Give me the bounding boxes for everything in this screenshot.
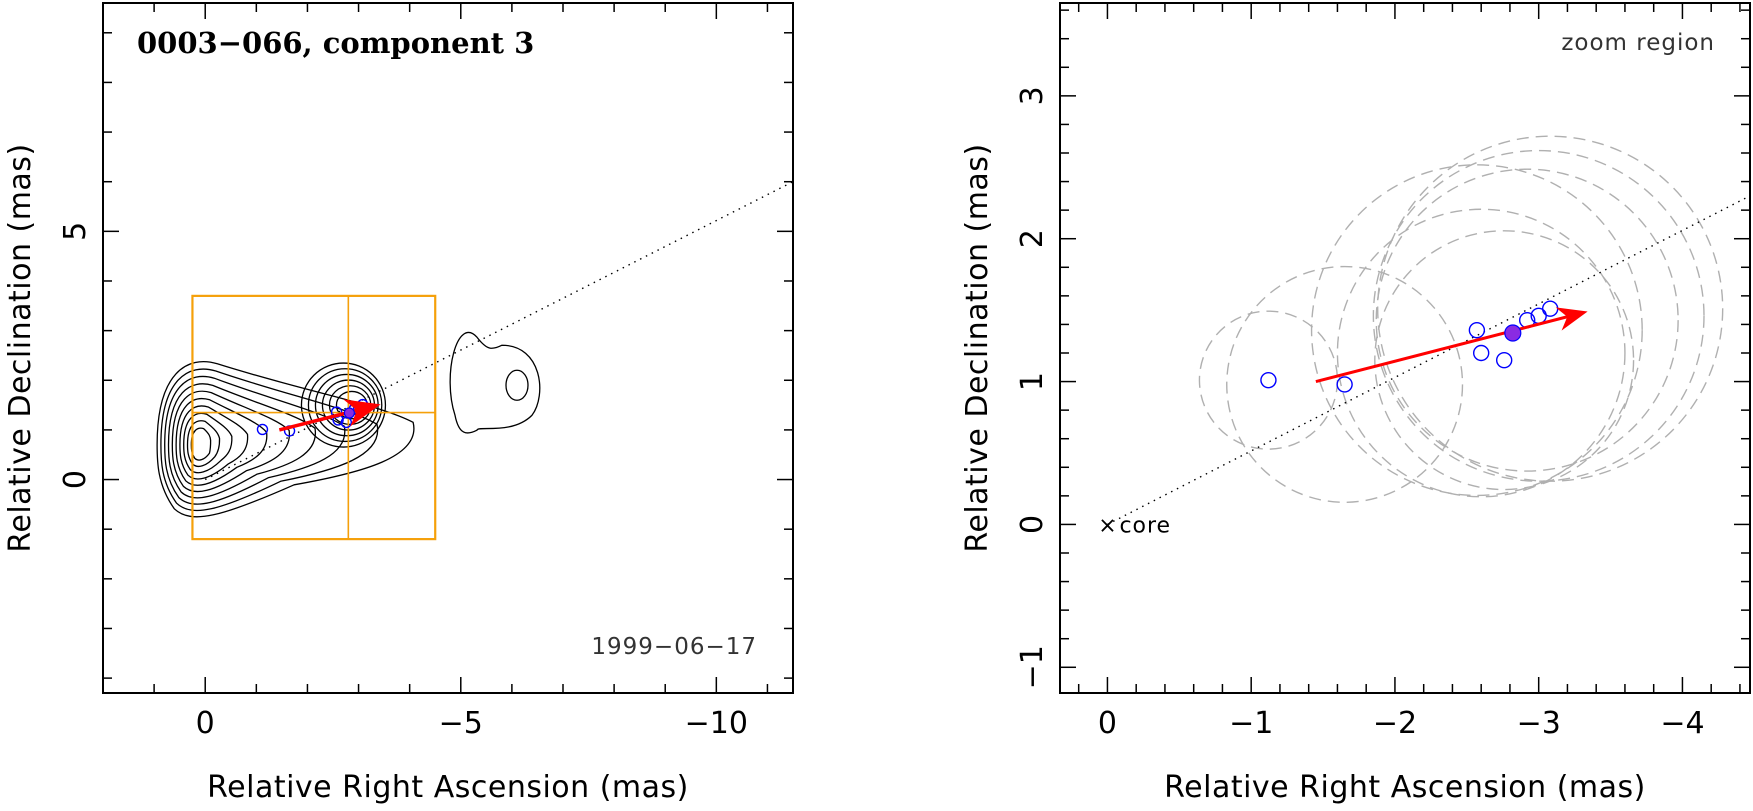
contour-level xyxy=(505,369,529,401)
right-y-tick-label: −1 xyxy=(1015,645,1050,689)
left-y-axis-label: Relative Declination (mas) xyxy=(3,143,38,552)
core-label: core xyxy=(1119,513,1171,538)
right-x-tick-label: −1 xyxy=(1229,706,1273,741)
jet-direction-line xyxy=(1107,195,1750,526)
right-y-tick-label: 1 xyxy=(1015,372,1050,391)
component-position-marker xyxy=(256,423,269,436)
component-size-circle xyxy=(1226,265,1464,504)
contour-level xyxy=(300,362,387,448)
component-size-circle xyxy=(1372,149,1705,482)
contour-level xyxy=(171,390,290,493)
right-plot-content: × core xyxy=(1098,135,1750,538)
left-plot-frame xyxy=(102,2,794,694)
contour-level xyxy=(449,331,541,434)
right-axis-ticks: 0 −1 −2 −3 −4 −1 0 1 2 3 xyxy=(1015,3,1750,741)
component-size-circle xyxy=(1198,310,1339,450)
right-x-tick-label: −4 xyxy=(1660,706,1704,741)
contour-level xyxy=(183,412,233,474)
component-size-circle xyxy=(1374,230,1635,491)
component-position-marker xyxy=(1260,371,1277,389)
right-x-tick-label: −3 xyxy=(1517,706,1561,741)
right-x-tick-label: −2 xyxy=(1373,706,1417,741)
velocity-arrow xyxy=(1315,307,1588,384)
current-epoch-marker xyxy=(343,407,355,419)
contour-level xyxy=(190,427,212,461)
right-plot-frame xyxy=(1059,2,1751,694)
core-marker: × xyxy=(1098,513,1116,538)
left-axis-ticks: 0 −5 −10 0 5 xyxy=(58,3,793,741)
left-y-tick-label: 5 xyxy=(58,222,93,241)
right-panel: × core 0 −1 −2 −3 −4 −1 0 1 2 3 zoom region Relati… xyxy=(960,2,1751,805)
contour-level xyxy=(175,398,268,486)
contour-level xyxy=(164,375,346,505)
contour-level xyxy=(179,405,249,480)
velocity-arrow xyxy=(278,399,381,432)
left-epoch-label: 1999−06−17 xyxy=(591,634,757,660)
right-y-axis-label: Relative Declination (mas) xyxy=(960,143,995,552)
contour-level xyxy=(167,383,316,499)
component-position-marker xyxy=(1336,376,1353,393)
left-x-tick-label: −10 xyxy=(685,706,748,741)
contour-level xyxy=(160,368,379,512)
right-y-tick-label: 0 xyxy=(1015,515,1050,534)
zoom-box xyxy=(191,294,437,541)
component-size-circle xyxy=(1376,135,1724,482)
current-epoch-marker xyxy=(1504,324,1522,342)
right-y-tick-label: 3 xyxy=(1015,86,1050,105)
right-panel-title: zoom region xyxy=(1561,30,1715,56)
component-size-circle xyxy=(1336,208,1626,498)
right-x-axis-label: Relative Right Ascension (mas) xyxy=(1164,770,1646,805)
right-x-tick-label: 0 xyxy=(1098,706,1117,741)
component-size-circle xyxy=(1310,164,1643,497)
component-position-marker xyxy=(1495,351,1513,369)
left-panel: 0 −5 −10 0 5 0003−066, component 3 1999−06−1… xyxy=(3,2,794,805)
right-y-tick-label: 2 xyxy=(1015,229,1050,248)
contour-level xyxy=(307,368,383,443)
component-position-marker xyxy=(1541,300,1559,317)
left-x-tick-label: 0 xyxy=(196,706,215,741)
contour-level xyxy=(314,373,379,437)
component-position-marker xyxy=(1472,344,1490,362)
left-y-tick-label: 0 xyxy=(58,470,93,489)
contour-level xyxy=(156,361,415,518)
component-size-circle xyxy=(1375,168,1679,472)
left-x-axis-label: Relative Right Ascension (mas) xyxy=(207,770,689,805)
left-plot-content xyxy=(156,181,793,541)
component-position-marker xyxy=(1468,321,1486,339)
left-panel-title: 0003−066, component 3 xyxy=(137,26,534,60)
left-x-tick-label: −5 xyxy=(439,706,483,741)
